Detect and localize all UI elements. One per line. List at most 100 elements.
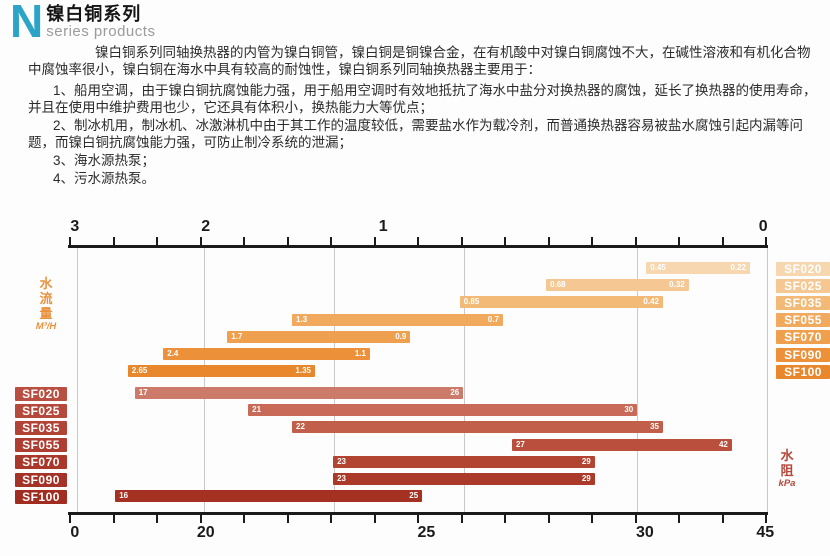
resistance-value-from: 17 [138,388,148,397]
resistance-axis-tick [591,515,593,523]
flow-axis-label-2: 2 [201,218,211,235]
flow-value-to: 0.32 [669,280,685,290]
flow-axis-tick [112,237,115,245]
resistance-value-from: 22 [296,422,305,432]
resistance-axis-tick [243,515,245,523]
flow-axis-tick [678,237,680,245]
resistance-axis-tick [156,515,158,523]
flow-value-to: 0.42 [643,297,659,307]
resistance-axis-tick [634,515,637,523]
resistance-value-from: 23 [337,474,346,483]
resistance-axis-tick [199,515,202,523]
flow-axis-label-1: 1 [378,218,388,235]
flow-axis-tick [634,237,637,245]
header-text: 镍白铜系列 series products [46,2,155,40]
flow-model-tag-SF070: SF070 [776,330,830,345]
flow-value-from: 0.68 [550,280,566,290]
flow-value-from: 0.85 [463,297,480,307]
flow-value-to: 0.7 [487,314,499,324]
gridline-1 [204,248,206,512]
resistance-axis-label-0: 0 [70,524,80,541]
flow-model-tag-SF100: SF100 [776,364,830,379]
resistance-model-tag-SF100: SF100 [15,489,67,504]
resistance-model-tag-SF055: SF055 [15,438,67,453]
description-block: 镍白铜系列同轴换热器的内管为镍白铜管，镍白铜是铜镍合金，在有机酸中对镍白铜腐蚀不… [28,44,822,188]
flow-axis-tick [765,237,767,245]
resistance-bar-SF035: 22 35 [292,421,663,434]
resistance-axis-tick [69,515,71,523]
flow-value-from: 1.3 [296,314,308,324]
description-item-2: 2、制冰机用，制冰机、冰激淋机中由于其工作的温度较低，需要盐水作为载冷剂，而普通… [28,118,804,150]
flow-bar-SF035: 0.85 0.42 [459,296,663,309]
resistance-axis-tick [112,515,115,523]
resistance-axis-tick [765,515,767,523]
flow-bar-SF055: 1.3 0.7 [292,313,503,326]
flow-model-tag-SF090: SF090 [776,347,830,362]
flow-model-tag-SF055: SF055 [776,313,830,328]
flow-value-to: 1.1 [354,349,366,358]
resistance-value-from: 23 [337,456,346,466]
flow-model-tag-SF020: SF020 [776,261,830,276]
flow-bar-SF020: 0.45 0.22 [646,262,750,274]
flow-axis-label-0: 0 [758,218,768,235]
resistance-model-tag-SF090: SF090 [15,472,67,487]
description-item-4: 4、污水源热泵。 [53,171,156,186]
flow-axis-tick [199,237,202,245]
flow-axis-tick [547,237,550,245]
resistance-value-from: 21 [252,405,262,415]
resistance-value-from: 27 [515,439,525,449]
page-subtitle: series products [46,23,156,40]
resistance-value-to: 25 [409,491,419,501]
flow-axis-tick [460,237,463,245]
description-items: 1、船用空调，由于镍白铜抗腐蚀能力强，用于船用空调时有效地抵抗了海水中盐分对换热… [28,82,822,187]
series-logo-letter: N [10,0,43,47]
resistance-bar-SF070: 23 29 [333,455,595,468]
description-item-1: 1、船用空调，由于镍白铜抗腐蚀能力强，用于船用空调时有效地抵抗了海水中盐分对换热… [28,83,817,115]
flow-bar-SF025: 0.68 0.32 [546,279,689,292]
resistance-bar-SF020: 17 26 [134,387,464,399]
flow-axis-title-char: 量 [39,306,53,321]
resistance-value-to: 29 [581,474,591,483]
flow-axis-tick [286,237,289,245]
resistance-bar-SF025: 21 30 [248,404,638,417]
resistance-value-to: 29 [581,456,591,466]
flow-value-from: 1.7 [231,331,243,341]
resistance-value-from: 16 [119,491,129,501]
resistance-model-tag-SF025: SF025 [15,403,67,418]
resistance-bar-SF055: 27 42 [511,438,732,451]
resistance-axis-label-25: 25 [417,524,436,541]
resistance-model-tag-SF070: SF070 [15,455,67,470]
flow-bar-SF090: 2.4 1.1 [163,348,370,360]
description-intro: 镍白铜系列同轴换热器的内管为镍白铜管，镍白铜是铜镍合金，在有机酸中对镍白铜腐蚀不… [28,45,811,77]
flow-value-from: 2.65 [131,366,148,376]
page-header: N 镍白铜系列 series products [10,0,155,47]
flow-axis-title-unit: M³/H [35,321,57,332]
resistance-model-tag-SF020: SF020 [15,386,67,401]
flow-value-from: 2.4 [167,349,179,358]
resistance-axis-tick [417,515,419,523]
gridline-3 [463,248,465,512]
resistance-axis-tick [373,515,376,523]
resistance-axis-tick [721,515,724,523]
flow-axis-title: 水流量 M³/H [28,276,64,333]
flow-axis-title-char: 流 [39,291,53,306]
flow-value-from: 0.45 [650,263,666,272]
resistance-axis-title-char: 水 [780,448,794,463]
flow-value-to: 0.22 [730,263,746,272]
flow-axis-tick [721,237,724,245]
flow-model-tag-SF035: SF035 [776,295,830,310]
resistance-axis-title-unit: kPa [778,478,796,489]
gridline-2 [333,248,335,512]
flow-axis-label-3: 3 [70,218,80,235]
resistance-value-to: 30 [624,405,634,415]
flow-axis-tick [373,237,376,245]
flow-value-to: 1.35 [295,366,311,376]
resistance-axis-tick [330,515,332,523]
resistance-bar-SF090: 23 29 [333,473,595,485]
flow-axis-tick [69,237,71,245]
flow-axis-tick [243,237,245,245]
resistance-value-to: 42 [718,439,728,449]
description-item-3: 3、海水源热泵； [53,153,156,168]
